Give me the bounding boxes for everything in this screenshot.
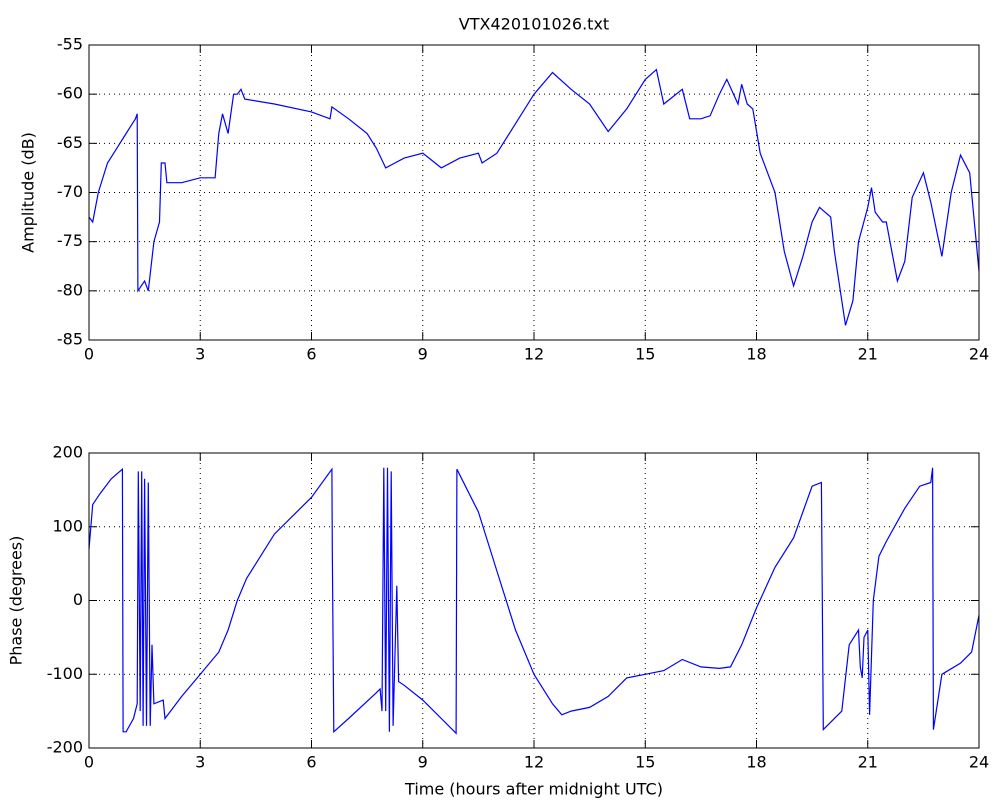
y-tick-label: -100 bbox=[47, 664, 83, 683]
data-line bbox=[88, 68, 980, 326]
x-axis-label: Time (hours after midnight UTC) bbox=[404, 780, 663, 799]
x-tick-label: 24 bbox=[969, 345, 989, 364]
data-line bbox=[88, 467, 980, 735]
y-tick-label: -80 bbox=[57, 280, 83, 299]
x-tick-label: 18 bbox=[746, 345, 766, 364]
x-tick-label: 24 bbox=[969, 753, 989, 772]
x-tick-label: 9 bbox=[418, 753, 428, 772]
x-tick-label: 21 bbox=[858, 753, 878, 772]
y-tick-label: -85 bbox=[57, 330, 83, 349]
y-tick-label: -55 bbox=[57, 35, 83, 54]
x-tick-label: 18 bbox=[746, 753, 766, 772]
y-tick-label: -200 bbox=[47, 738, 83, 757]
y-tick-label: 200 bbox=[52, 443, 83, 462]
axes-frame bbox=[88, 44, 980, 341]
x-tick-label: 15 bbox=[635, 753, 655, 772]
x-tick-label: 12 bbox=[524, 345, 544, 364]
y-tick-label: -60 bbox=[57, 84, 83, 103]
x-tick-label: 12 bbox=[524, 753, 544, 772]
y-tick-label: -65 bbox=[57, 133, 83, 152]
y-tick-label: 100 bbox=[52, 516, 83, 535]
x-tick-label: 9 bbox=[418, 345, 428, 364]
x-tick-label: 6 bbox=[306, 345, 316, 364]
x-tick-label: 0 bbox=[84, 753, 94, 772]
chart-title: VTX420101026.txt bbox=[459, 15, 609, 34]
y-axis-label: Amplitude (dB) bbox=[19, 132, 38, 253]
y-tick-label: 0 bbox=[73, 590, 83, 609]
axes-frame bbox=[88, 452, 980, 749]
x-tick-label: 6 bbox=[306, 753, 316, 772]
y-axis-label: Phase (degrees) bbox=[7, 536, 26, 666]
y-tick-label: -70 bbox=[57, 182, 83, 201]
y-tick-label: -75 bbox=[57, 231, 83, 250]
x-tick-label: 0 bbox=[84, 345, 94, 364]
x-tick-label: 21 bbox=[858, 345, 878, 364]
x-tick-label: 15 bbox=[635, 345, 655, 364]
x-tick-label: 3 bbox=[195, 345, 205, 364]
x-tick-label: 3 bbox=[195, 753, 205, 772]
